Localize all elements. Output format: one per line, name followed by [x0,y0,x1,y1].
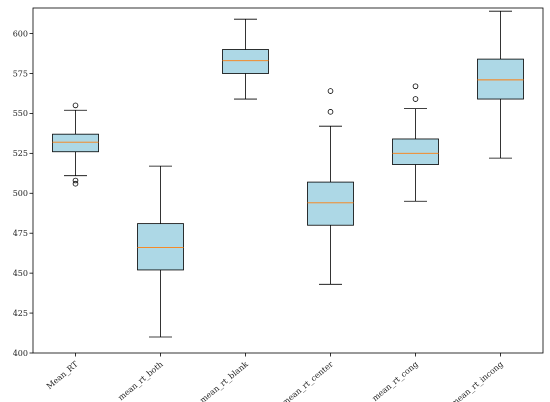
x-tick-label: mean_rt_both [116,360,164,402]
x-tick-label: mean_rt_cong [370,360,419,402]
x-tick-label: Mean_RT [45,359,80,391]
box-group-mean_rt_cong [392,83,439,202]
box-group-mean_rt_blank [222,18,269,100]
outlier-point [72,180,79,187]
x-tick-label: mean_rt_blank [198,360,250,402]
outlier-point [327,109,334,115]
box-iqr [52,133,99,153]
x-tick-label: mean_rt_center [280,360,335,402]
plot-frame [32,7,544,354]
x-axis: Mean_RT mean_rt_both mean_rt_blank mean_rt_… [45,353,505,402]
box-iqr [307,181,354,226]
outlier-point [327,88,334,94]
box-group-mean_rt_both [137,165,184,338]
outlier-point [412,96,419,102]
box-group-Mean_RT [52,102,99,187]
box-iqr [477,58,524,100]
y-axis: 400 425 450 475 500 525 550 575 600 [13,29,33,358]
y-tick-label: 525 [13,149,28,158]
boxes [52,10,524,338]
box-iqr [137,223,184,271]
y-tick-label: 575 [13,69,28,78]
x-tick-label: mean_rt_incong [450,360,505,402]
outlier-point [72,102,79,109]
outlier-point [72,177,79,184]
y-tick-label: 400 [13,349,28,358]
y-tick-label: 450 [13,269,28,278]
box-iqr [392,138,439,165]
y-tick-label: 475 [13,229,28,238]
box-iqr [222,49,269,74]
y-tick-label: 425 [13,309,28,318]
y-tick-label: 550 [13,109,28,118]
y-tick-label: 600 [13,29,28,38]
box-group-mean_rt_center [307,88,354,285]
box-group-mean_rt_incong [477,10,524,159]
y-tick-label: 500 [13,189,28,198]
outlier-point [412,83,419,90]
